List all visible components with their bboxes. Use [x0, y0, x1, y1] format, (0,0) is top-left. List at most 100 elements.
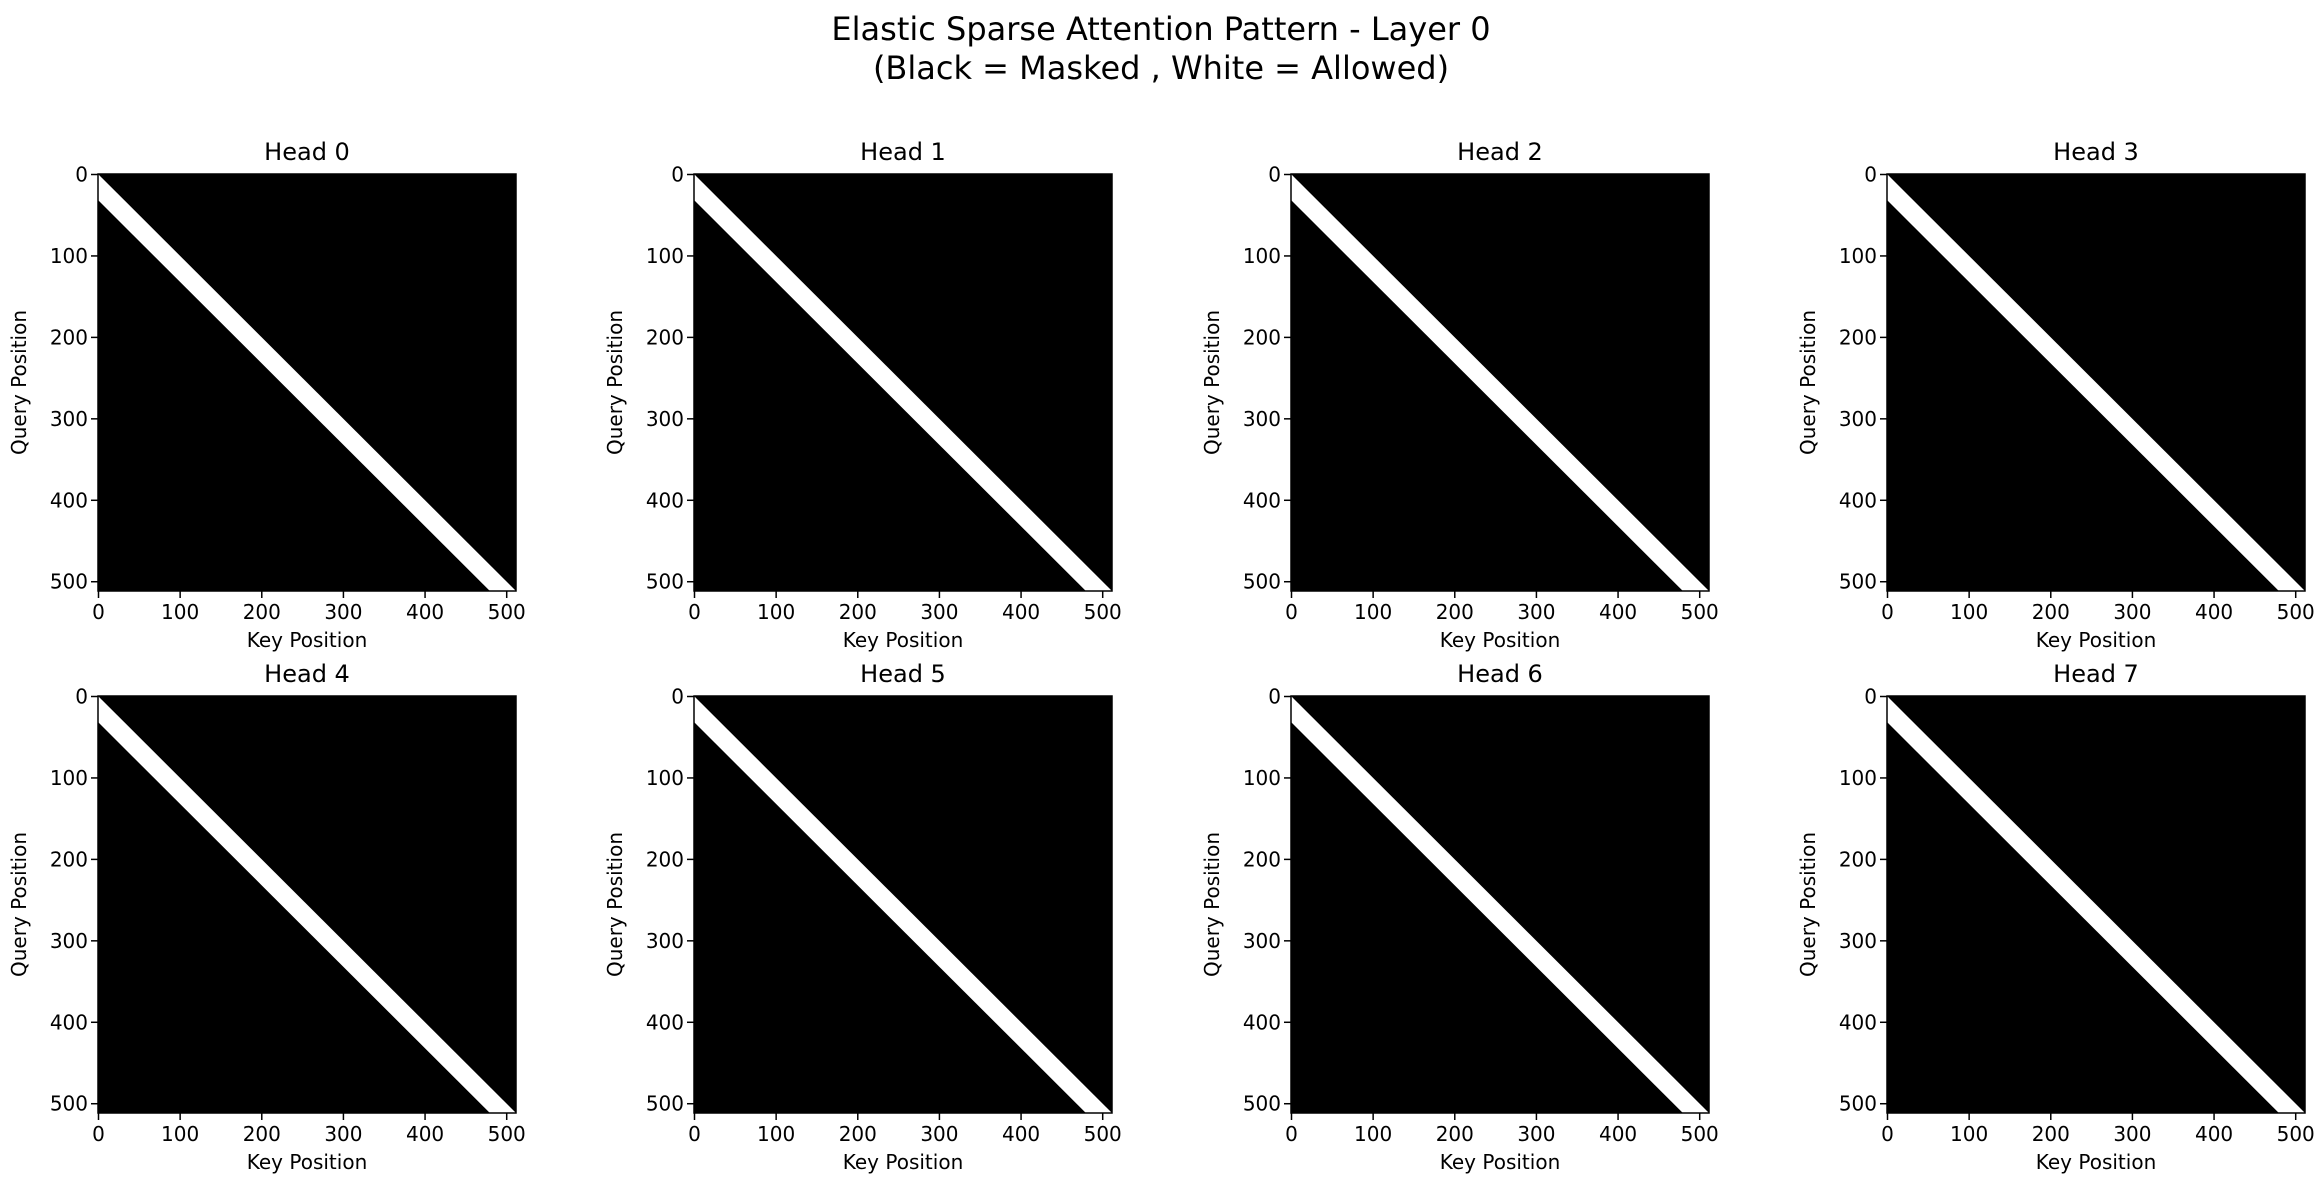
- x-tick-label: 0: [92, 1122, 105, 1146]
- x-tick-label: 100: [757, 600, 795, 624]
- x-tick-label: 300: [920, 1122, 958, 1146]
- x-axis-label: Key Position: [1440, 628, 1561, 652]
- y-tick-label: 100: [50, 244, 88, 268]
- y-tick-label: 300: [50, 407, 88, 431]
- y-axis-label: Query Position: [1796, 832, 1820, 977]
- y-tick-label: 500: [646, 1092, 684, 1116]
- axes-frame: [97, 173, 517, 592]
- x-axis-label: Key Position: [843, 1150, 964, 1174]
- y-tick-label: 300: [50, 929, 88, 953]
- x-axis-label: Key Position: [2036, 1150, 2157, 1174]
- allowed-band: [98, 174, 516, 591]
- x-tick-label: 300: [324, 600, 362, 624]
- figure-title-line-2: (Black = Masked , White = Allowed): [873, 49, 1449, 87]
- x-tick-label: 100: [1950, 600, 1988, 624]
- heatmap-panel-3: Head 30 100 200 300 400 5000100200300400500Ke…: [1796, 138, 2315, 652]
- x-axis-label: Key Position: [843, 628, 964, 652]
- y-tick-label: 500: [1839, 570, 1877, 594]
- y-tick-label: 400: [50, 488, 88, 512]
- x-tick-label: 400: [1002, 600, 1040, 624]
- x-tick-label: 300: [2113, 600, 2151, 624]
- allowed-band: [694, 174, 1112, 591]
- x-tick-label: 400: [1599, 1122, 1637, 1146]
- x-tick-label: 100: [161, 1122, 199, 1146]
- x-tick-label: 500: [488, 1122, 526, 1146]
- y-tick-label: 300: [646, 407, 684, 431]
- y-tick-label: 500: [50, 1092, 88, 1116]
- x-tick-label: 0: [1881, 600, 1894, 624]
- y-tick-label: 100: [646, 244, 684, 268]
- x-tick-label: 100: [161, 600, 199, 624]
- x-tick-label: 200: [1436, 1122, 1474, 1146]
- y-tick-label: 200: [1839, 847, 1877, 871]
- x-tick-label: 200: [243, 1122, 281, 1146]
- axes-frame: [1290, 695, 1710, 1114]
- y-tick-label: 400: [646, 1010, 684, 1034]
- y-tick-label: 400: [1243, 1010, 1281, 1034]
- y-tick-label: 500: [1243, 1092, 1281, 1116]
- allowed-band: [1887, 174, 2305, 591]
- x-axis-label: Key Position: [247, 1150, 368, 1174]
- axes-frame: [97, 695, 517, 1114]
- y-tick-label: 200: [1243, 325, 1281, 349]
- x-tick-label: 200: [2032, 600, 2070, 624]
- heatmap-panel-2: Head 20 100 200 300 400 5000100200300400500Ke…: [1200, 138, 1719, 652]
- heatmap-panel-0: Head 00 100 200 300 400 5000100200300400500Ke…: [7, 138, 526, 652]
- panel-title: Head 4: [264, 660, 350, 688]
- x-axis-label: Key Position: [2036, 628, 2157, 652]
- x-tick-label: 300: [2113, 1122, 2151, 1146]
- panel-title: Head 1: [860, 138, 946, 166]
- y-tick-label: 300: [1839, 929, 1877, 953]
- x-tick-label: 100: [757, 1122, 795, 1146]
- heatmap-panel-7: Head 70 100 200 300 400 5000100200300400500Ke…: [1796, 660, 2315, 1174]
- y-tick-label: 500: [50, 570, 88, 594]
- x-tick-label: 500: [488, 600, 526, 624]
- y-tick-label: 100: [646, 766, 684, 790]
- y-axis-label: Query Position: [603, 832, 627, 977]
- heatmap-panel-6: Head 60 100 200 300 400 5000100200300400500Ke…: [1200, 660, 1719, 1174]
- y-tick-label: 300: [1839, 407, 1877, 431]
- panel-title: Head 5: [860, 660, 946, 688]
- y-axis-label: Query Position: [7, 310, 31, 455]
- x-tick-label: 0: [1285, 600, 1298, 624]
- y-tick-label: 0: [1268, 163, 1281, 187]
- x-tick-label: 400: [2195, 1122, 2233, 1146]
- axes-frame: [693, 173, 1113, 592]
- panels-grid: Head 00 100 200 300 400 5000100200300400500Ke…: [7, 138, 2315, 1174]
- x-tick-label: 400: [406, 1122, 444, 1146]
- y-tick-label: 0: [75, 163, 88, 187]
- x-tick-label: 500: [1681, 600, 1719, 624]
- x-tick-label: 100: [1354, 1122, 1392, 1146]
- x-tick-label: 200: [839, 600, 877, 624]
- y-tick-label: 200: [1839, 325, 1877, 349]
- x-tick-label: 300: [1517, 600, 1555, 624]
- x-tick-label: 0: [92, 600, 105, 624]
- x-tick-label: 100: [1354, 600, 1392, 624]
- y-tick-label: 0: [75, 685, 88, 709]
- x-axis-label: Key Position: [1440, 1150, 1561, 1174]
- x-tick-label: 300: [920, 600, 958, 624]
- panel-title: Head 2: [1457, 138, 1543, 166]
- y-tick-label: 0: [1268, 685, 1281, 709]
- x-tick-label: 200: [1436, 600, 1474, 624]
- y-axis-label: Query Position: [603, 310, 627, 455]
- y-tick-label: 0: [671, 163, 684, 187]
- y-tick-label: 400: [646, 488, 684, 512]
- x-tick-label: 100: [1950, 1122, 1988, 1146]
- y-tick-label: 200: [50, 325, 88, 349]
- y-tick-label: 500: [646, 570, 684, 594]
- panel-title: Head 0: [264, 138, 350, 166]
- heatmap-panel-5: Head 50 100 200 300 400 5000100200300400500Ke…: [603, 660, 1122, 1174]
- y-tick-label: 300: [646, 929, 684, 953]
- y-tick-label: 100: [1243, 244, 1281, 268]
- y-tick-label: 100: [1839, 244, 1877, 268]
- y-axis-label: Query Position: [1200, 310, 1224, 455]
- y-axis-label: Query Position: [7, 832, 31, 977]
- y-tick-label: 200: [50, 847, 88, 871]
- y-tick-label: 400: [1839, 488, 1877, 512]
- y-tick-label: 0: [671, 685, 684, 709]
- x-tick-label: 0: [688, 600, 701, 624]
- x-tick-label: 400: [1599, 600, 1637, 624]
- heatmap-panel-4: Head 40 100 200 300 400 5000100200300400500Ke…: [7, 660, 526, 1174]
